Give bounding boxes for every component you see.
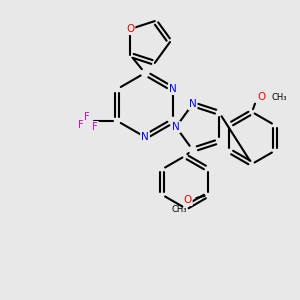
Text: O: O — [126, 24, 134, 34]
Text: F: F — [79, 120, 84, 130]
Text: O: O — [258, 92, 266, 102]
Text: CH₃: CH₃ — [172, 205, 187, 214]
Text: F: F — [92, 122, 98, 132]
Text: F: F — [85, 112, 90, 122]
Text: N: N — [169, 84, 177, 94]
Text: N: N — [141, 132, 149, 142]
Text: CH₃: CH₃ — [271, 92, 286, 101]
Text: O: O — [183, 195, 192, 205]
Text: N: N — [172, 122, 180, 132]
Text: N: N — [189, 99, 196, 109]
